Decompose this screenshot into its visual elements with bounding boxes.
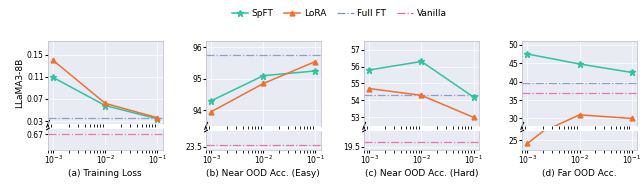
Legend: SpFT, LoRA, Full FT, Vanilla: SpFT, LoRA, Full FT, Vanilla [228, 5, 451, 22]
X-axis label: (a) Training Loss: (a) Training Loss [68, 169, 142, 178]
X-axis label: (d) Far OOD Acc.: (d) Far OOD Acc. [542, 169, 617, 178]
X-axis label: (c) Near OOD Acc. (Hard): (c) Near OOD Acc. (Hard) [365, 169, 478, 178]
X-axis label: (b) Near OOD Acc. (Easy): (b) Near OOD Acc. (Easy) [207, 169, 320, 178]
Y-axis label: LLaMA3-8B: LLaMA3-8B [15, 57, 24, 108]
